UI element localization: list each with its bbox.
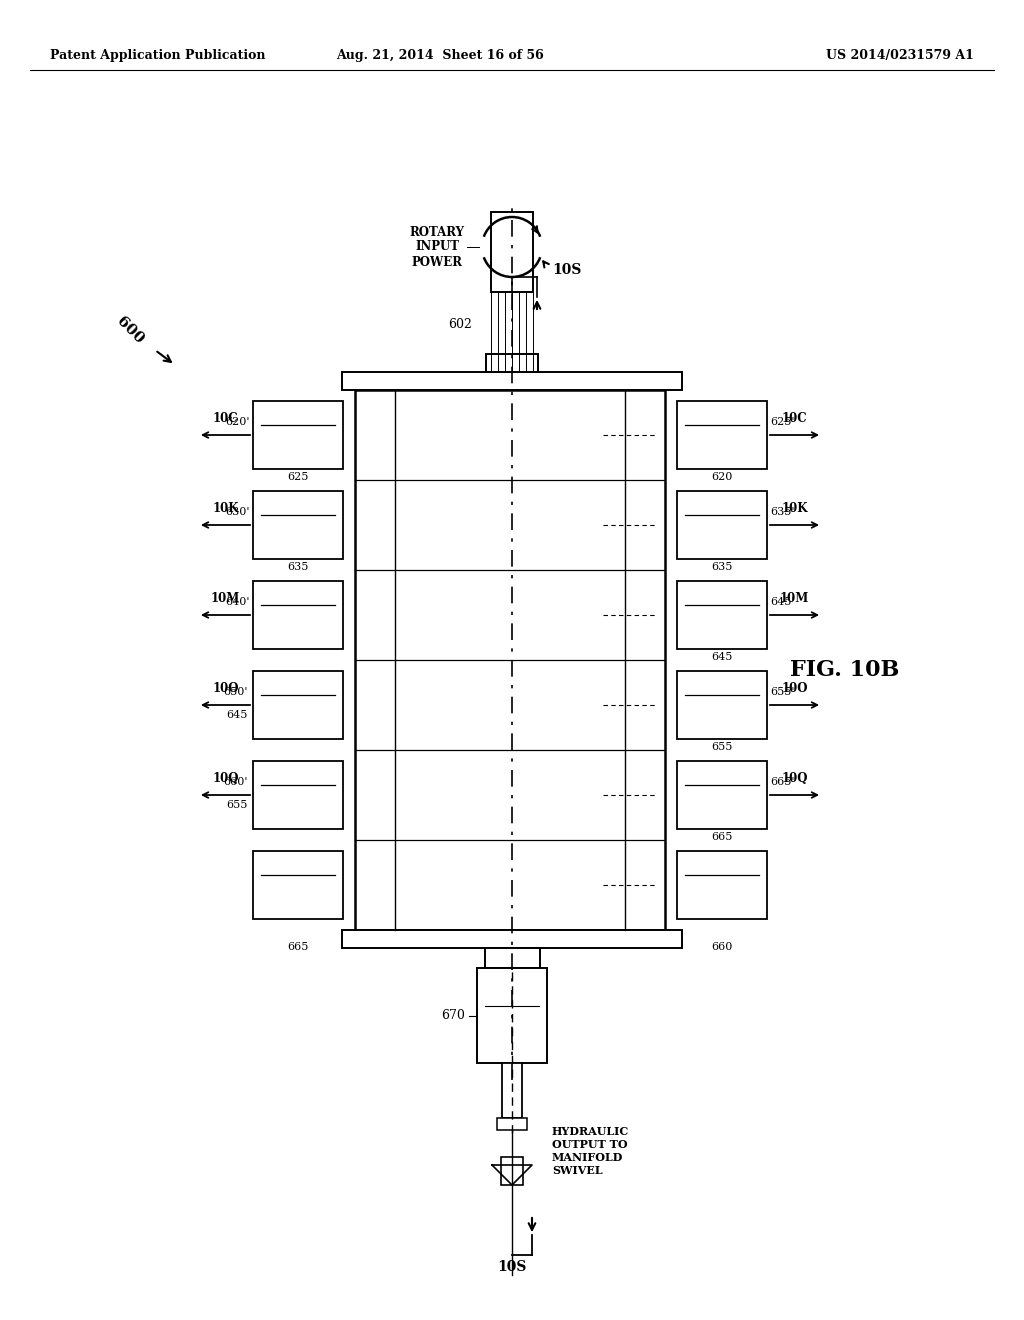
Text: 10M: 10M [211,591,240,605]
Text: 645': 645' [770,597,795,607]
Text: 620': 620' [225,417,250,426]
Text: 10O: 10O [781,682,808,696]
Text: 670: 670 [441,1008,465,1022]
Bar [486,354,538,372]
Bar [253,491,343,558]
Text: 635: 635 [288,562,308,572]
Text: FIG. 10B: FIG. 10B [791,659,900,681]
Text: 600: 600 [114,314,146,346]
Bar [477,968,547,1063]
Text: 10K: 10K [212,502,239,515]
Text: 10Q: 10Q [781,772,808,785]
Text: 10Q: 10Q [212,772,239,785]
Bar [342,372,682,389]
Text: 10O: 10O [212,682,239,696]
Bar [342,931,682,948]
Text: 10S: 10S [552,263,582,277]
Text: 640': 640' [225,597,250,607]
Text: ROTARY
INPUT
POWER: ROTARY INPUT POWER [410,226,465,268]
Bar [502,1063,522,1118]
Bar [677,401,767,469]
Text: 635: 635 [712,562,733,572]
Bar [677,491,767,558]
Bar [253,581,343,648]
Bar [253,401,343,469]
Text: 665: 665 [288,942,308,952]
Text: 10S: 10S [497,1261,526,1274]
Text: 655': 655' [770,686,795,697]
Text: 665': 665' [770,777,795,787]
Text: Aug. 21, 2014  Sheet 16 of 56: Aug. 21, 2014 Sheet 16 of 56 [336,49,544,62]
Bar [253,851,343,919]
Bar [355,389,665,931]
Text: 660': 660' [223,777,248,787]
Text: 660: 660 [712,942,733,952]
Text: 655: 655 [712,742,733,752]
Text: US 2014/0231579 A1: US 2014/0231579 A1 [826,49,974,62]
Bar [253,762,343,829]
Text: 625: 625 [288,473,308,482]
Text: 10C: 10C [213,412,239,425]
Text: 10K: 10K [781,502,808,515]
Bar [253,672,343,739]
Text: 620: 620 [712,473,733,482]
Text: HYDRAULIC
OUTPUT TO
MANIFOLD
SWIVEL: HYDRAULIC OUTPUT TO MANIFOLD SWIVEL [552,1126,630,1176]
Bar [501,1158,523,1185]
Text: 625': 625' [770,417,795,426]
Text: 602: 602 [449,318,472,330]
Bar [497,1118,527,1130]
Bar [677,851,767,919]
Bar [490,213,534,292]
Text: 645: 645 [226,710,248,719]
Text: 10C: 10C [781,412,807,425]
Text: 630': 630' [225,507,250,517]
Text: 635': 635' [770,507,795,517]
Text: 650': 650' [223,686,248,697]
Text: Patent Application Publication: Patent Application Publication [50,49,265,62]
Text: 655: 655 [226,800,248,810]
Bar [677,672,767,739]
Text: 645: 645 [712,652,733,663]
Bar [484,948,540,968]
Bar [677,581,767,648]
Bar [677,762,767,829]
Text: 10M: 10M [780,591,809,605]
Text: 665: 665 [712,832,733,842]
